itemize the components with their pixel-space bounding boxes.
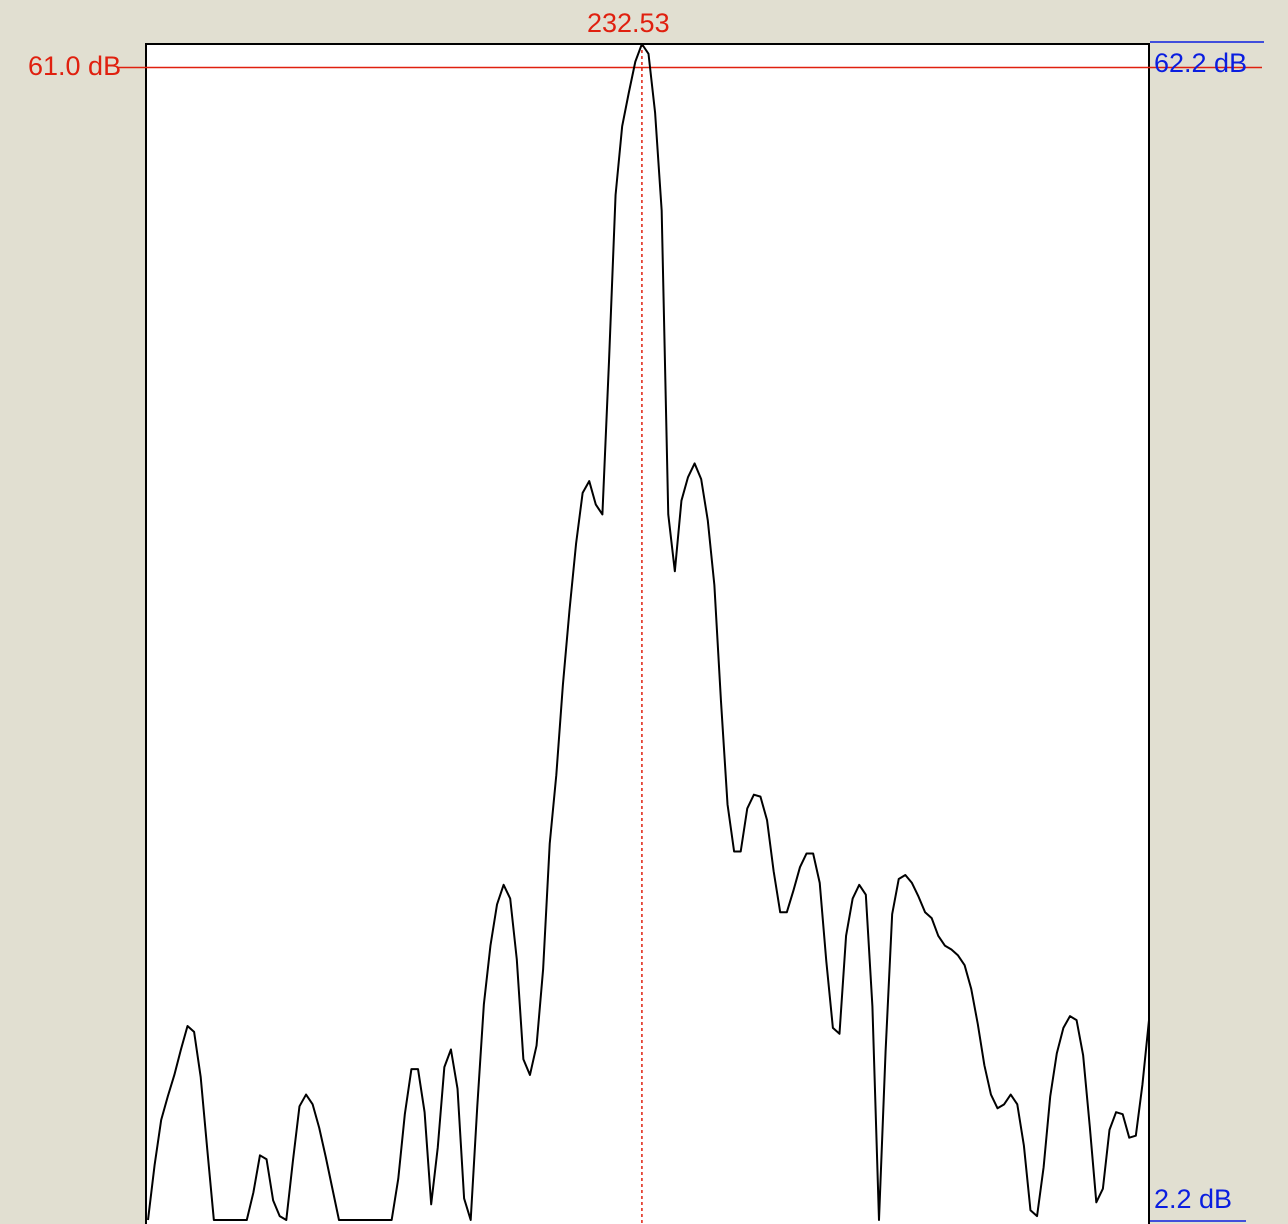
right-axis-top-label: 62.2 dB [1154, 48, 1248, 78]
right-axis-bottom-label: 2.2 dB [1154, 1184, 1233, 1214]
spectrum-line [147, 43, 1150, 1221]
cursor-level-label: 61.0 dB [28, 51, 122, 81]
series-group [147, 43, 1150, 1221]
cursor-frequency-label: 232.53 [587, 8, 670, 38]
plot-area[interactable] [145, 43, 1150, 1224]
